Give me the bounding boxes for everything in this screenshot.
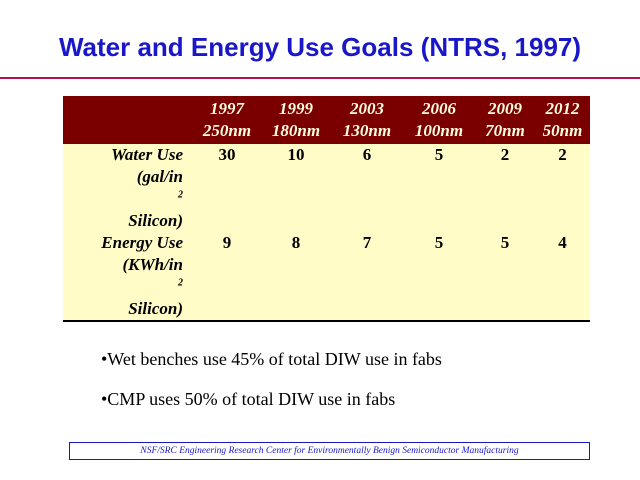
column-header: 2003 130nm: [331, 96, 403, 144]
column-year: 2009: [488, 99, 522, 118]
column-header: 2006 100nm: [403, 96, 475, 144]
column-node: 100nm: [414, 121, 464, 140]
table-header-row: 1997 250nm 1999 180nm 2003 130nm 2006 100nm …: [63, 96, 590, 144]
bullet-item: •Wet benches use 45% of total DIW use in…: [101, 349, 442, 369]
column-year: 2012: [545, 99, 580, 118]
table-row-energy-use: Energy Use (KWh/in 2 Silicon) 9 8 7 5 5 4: [63, 232, 590, 322]
column-year: 1997: [210, 99, 244, 118]
table-cell: 4: [535, 232, 590, 322]
table-cell: 6: [331, 144, 403, 232]
column-year: 1999: [279, 99, 313, 118]
goals-table: 1997 250nm 1999 180nm 2003 130nm 2006 100nm …: [63, 96, 590, 322]
bullet-list: •Wet benches use 45% of total DIW use in…: [101, 347, 442, 427]
column-year: 2003: [350, 99, 384, 118]
column-node: 50nm: [542, 121, 583, 140]
table-cell: 10: [261, 144, 331, 232]
table-cell: 2: [475, 144, 535, 232]
title-divider: [0, 77, 640, 79]
header-corner-cell: [63, 96, 193, 144]
table-cell: 5: [403, 144, 475, 232]
column-node: 180nm: [271, 121, 321, 140]
table-cell: 8: [261, 232, 331, 322]
table-cell: 9: [193, 232, 261, 322]
table-cell: 5: [403, 232, 475, 322]
table-cell: 2: [535, 144, 590, 232]
row-label-energy-use: Energy Use (KWh/in 2 Silicon): [63, 232, 193, 322]
column-node: 250nm: [202, 121, 252, 140]
column-year: 2006: [422, 99, 456, 118]
table-cell: 5: [475, 232, 535, 322]
column-header: 1999 180nm: [261, 96, 331, 144]
column-header: 2012 50nm: [535, 96, 590, 144]
table-row-water-use: Water Use (gal/in 2 Silicon) 30 10 6 5 2 …: [63, 144, 590, 232]
table-cell: 7: [331, 232, 403, 322]
column-header: 2009 70nm: [475, 96, 535, 144]
column-header: 1997 250nm: [193, 96, 261, 144]
table-cell: 30: [193, 144, 261, 232]
column-node: 130nm: [342, 121, 392, 140]
footer-banner: NSF/SRC Engineering Research Center for …: [69, 442, 590, 460]
slide-title: Water and Energy Use Goals (NTRS, 1997): [58, 32, 582, 62]
column-node: 70nm: [485, 121, 525, 140]
row-label-water-use: Water Use (gal/in 2 Silicon): [63, 144, 193, 232]
bullet-item: •CMP uses 50% of total DIW use in fabs: [101, 389, 396, 409]
